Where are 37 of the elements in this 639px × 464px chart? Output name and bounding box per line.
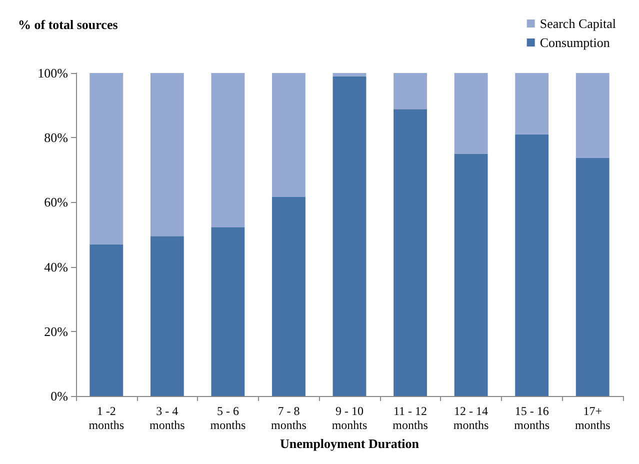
x-tick-label: 11 - 12 months — [392, 404, 428, 432]
bar — [211, 227, 245, 396]
y-tick-label: 0% — [50, 388, 68, 404]
bar — [150, 236, 184, 396]
bar — [454, 73, 488, 154]
y-tick-label: 60% — [44, 194, 68, 210]
bar — [394, 73, 427, 110]
legend-label: Search Capital — [540, 16, 616, 31]
bar — [576, 73, 610, 158]
bar — [332, 76, 366, 396]
x-tick-label: 17+ months — [574, 404, 611, 432]
bar — [90, 73, 124, 244]
bar — [576, 158, 610, 396]
x-tick-label: 5 - 6 months — [210, 404, 246, 432]
y-tick-label: 80% — [44, 130, 68, 146]
x-axis-title: Unemployment Duration — [280, 436, 420, 451]
x-tick-label: 3 - 4 months — [149, 404, 186, 432]
bar — [150, 73, 184, 236]
y-tick-label: 20% — [44, 324, 68, 339]
bar — [394, 109, 427, 396]
bar — [515, 73, 549, 134]
x-tick-label: 1 -2 months — [88, 404, 124, 432]
bar — [211, 73, 245, 228]
x-tick-label: 7 - 8 months — [271, 404, 307, 432]
y-tick-label: 100% — [38, 66, 68, 80]
legend-label: Consumption — [540, 35, 610, 50]
bar — [454, 154, 488, 396]
bar — [332, 73, 366, 76]
x-tick-label: 9 - 10 monhts — [332, 404, 368, 432]
y-tick-label: 40% — [44, 259, 68, 274]
bar — [90, 244, 124, 396]
bar — [515, 134, 549, 396]
x-tick-label: 15 - 16 months — [514, 404, 550, 432]
y-axis-title: % of total sources — [18, 17, 118, 32]
bar — [272, 73, 306, 198]
bar — [272, 197, 306, 396]
x-tick-label: 12 - 14 months — [453, 404, 490, 432]
